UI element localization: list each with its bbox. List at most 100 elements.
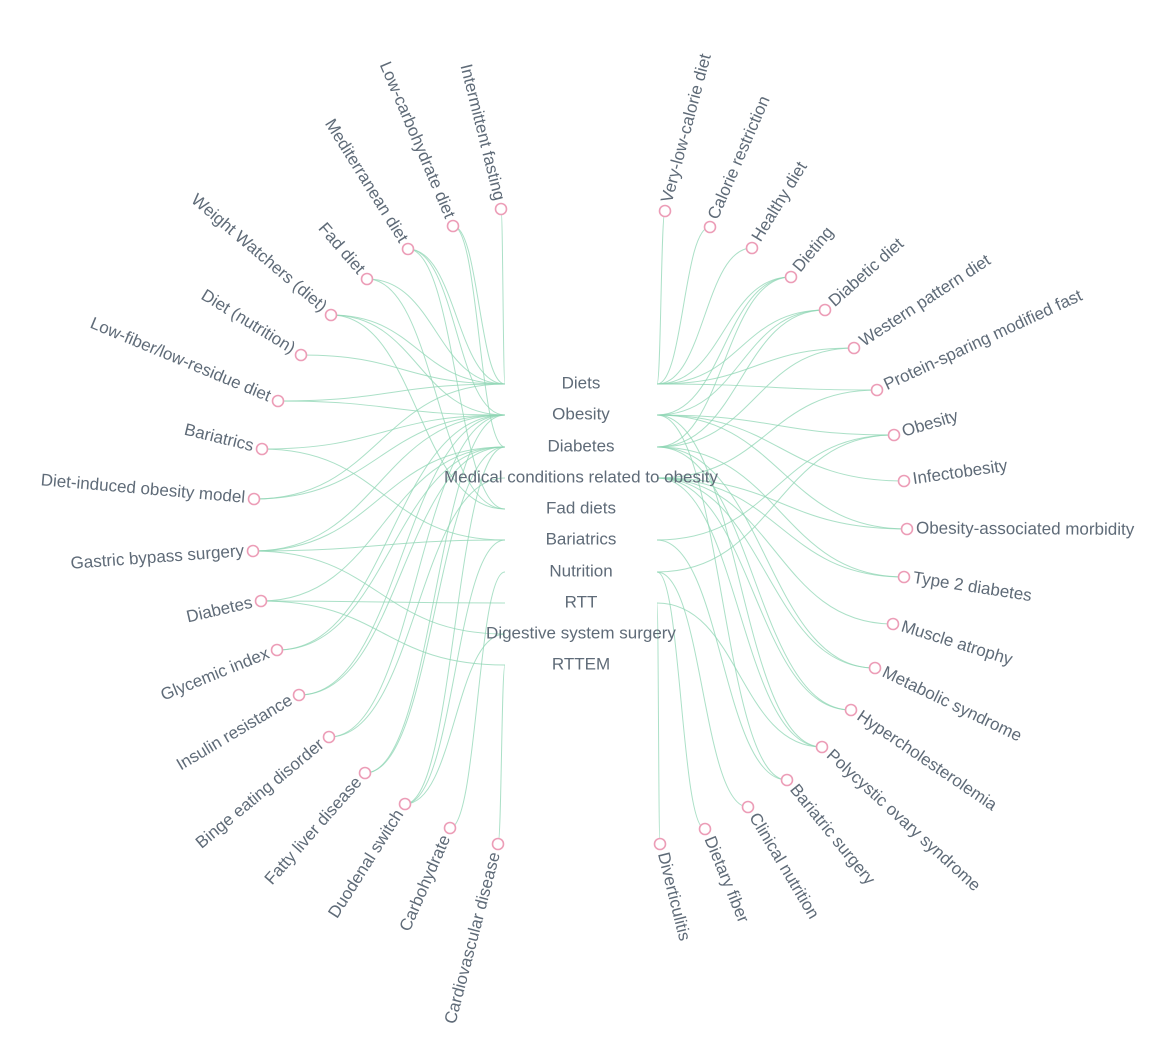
- node-circle[interactable]: [745, 241, 759, 255]
- node-circle[interactable]: [653, 837, 667, 851]
- link-line: [656, 276, 792, 385]
- node-label: Obesity: [900, 406, 961, 441]
- link-line: [656, 571, 749, 808]
- link-line: [252, 539, 506, 552]
- node-label: Dieting: [789, 223, 838, 276]
- node-right-9[interactable]: Obesity-associated morbidity: [900, 519, 1135, 539]
- node-circle[interactable]: [254, 594, 268, 608]
- node-circle[interactable]: [887, 428, 901, 442]
- link-line: [452, 225, 506, 448]
- node-circle[interactable]: [818, 303, 832, 317]
- node-circle[interactable]: [897, 474, 911, 488]
- node-circle[interactable]: [292, 688, 306, 702]
- node-left-9[interactable]: Gastric bypass surgery: [70, 541, 260, 573]
- node-circle[interactable]: [360, 272, 374, 286]
- node-left-16[interactable]: Carbohydrate: [396, 821, 457, 935]
- node-left-5[interactable]: Diet (nutrition): [198, 285, 308, 362]
- node-circle[interactable]: [698, 822, 712, 836]
- node-label: Infectobesity: [911, 456, 1009, 488]
- node-circle[interactable]: [494, 202, 508, 216]
- links-layer: [252, 208, 908, 845]
- node-right-10[interactable]: Type 2 diabetes: [897, 568, 1034, 605]
- node-left-17[interactable]: Cardiovascular disease: [441, 837, 505, 1026]
- node-right-18[interactable]: Diverticulitis: [653, 837, 694, 943]
- node-right-14[interactable]: Polycystic ovary syndrome: [815, 740, 985, 896]
- link-line: [330, 314, 506, 416]
- node-label: Intermittent fasting: [456, 62, 509, 202]
- node-circle[interactable]: [255, 442, 269, 456]
- link-line: [656, 210, 666, 385]
- node-circle[interactable]: [294, 348, 308, 362]
- node-circle[interactable]: [847, 341, 861, 355]
- node-circle[interactable]: [324, 308, 338, 322]
- node-circle[interactable]: [446, 219, 460, 233]
- link-line: [364, 446, 506, 774]
- node-left-7[interactable]: Bariatrics: [182, 420, 269, 456]
- node-label: Muscle atrophy: [899, 617, 1015, 670]
- node-circle[interactable]: [780, 773, 794, 787]
- link-line: [404, 633, 506, 805]
- node-circle[interactable]: [401, 242, 415, 256]
- node-circle[interactable]: [271, 394, 285, 408]
- node-right-11[interactable]: Muscle atrophy: [886, 617, 1016, 670]
- node-circle[interactable]: [870, 383, 884, 397]
- hub-layer: Diets Obesity Diabetes Medical conditions r…: [444, 373, 719, 673]
- node-right-4[interactable]: Diabetic diet: [818, 234, 908, 317]
- node-left-8[interactable]: Diet-induced obesity model: [40, 470, 261, 507]
- node-label: Type 2 diabetes: [912, 568, 1034, 605]
- link-line: [366, 278, 506, 385]
- node-right-3[interactable]: Dieting: [784, 223, 838, 284]
- node-right-8[interactable]: Infectobesity: [897, 456, 1010, 488]
- node-circle[interactable]: [246, 544, 260, 558]
- link-line: [656, 347, 855, 385]
- hub-label: Bariatrics: [546, 529, 617, 548]
- node-right-0[interactable]: Very-low-calorie diet: [657, 51, 715, 218]
- hub-label: Fad diets: [546, 498, 616, 517]
- link-line: [404, 446, 506, 805]
- node-circle[interactable]: [358, 766, 372, 780]
- node-left-10[interactable]: Diabetes: [184, 593, 268, 627]
- link-line: [656, 602, 823, 748]
- node-left-0[interactable]: Intermittent fasting: [456, 62, 509, 216]
- node-label: Diet-induced obesity model: [40, 470, 246, 506]
- node-circle[interactable]: [658, 204, 672, 218]
- node-circle[interactable]: [815, 740, 829, 754]
- node-circle[interactable]: [247, 492, 261, 506]
- node-label: Polycystic ovary syndrome: [823, 745, 984, 895]
- node-label: Insulin resistance: [173, 691, 296, 775]
- link-line: [656, 539, 788, 781]
- node-circle[interactable]: [398, 797, 412, 811]
- node-circle[interactable]: [784, 270, 798, 284]
- node-circle[interactable]: [886, 617, 900, 631]
- link-line: [252, 550, 506, 635]
- node-circle[interactable]: [741, 800, 755, 814]
- hub-label: Diabetes: [547, 436, 614, 455]
- node-left-3[interactable]: Fad diet: [315, 219, 374, 286]
- link-line: [656, 276, 792, 416]
- node-right-7[interactable]: Obesity: [887, 406, 961, 442]
- link-line: [277, 383, 506, 402]
- node-circle[interactable]: [491, 837, 505, 851]
- node-circle[interactable]: [844, 703, 858, 717]
- link-line: [656, 434, 895, 541]
- link-line: [252, 414, 506, 552]
- node-circle[interactable]: [868, 661, 882, 675]
- node-label: Healthy diet: [748, 158, 811, 245]
- node-circle[interactable]: [900, 522, 914, 536]
- link-line: [404, 539, 506, 805]
- link-line: [656, 414, 823, 748]
- node-right-2[interactable]: Healthy diet: [745, 158, 811, 255]
- link-line: [656, 347, 855, 448]
- node-label: Diabetes: [184, 593, 254, 627]
- node-right-17[interactable]: Dietary fiber: [698, 822, 754, 926]
- node-circle[interactable]: [270, 643, 284, 657]
- node-left-11[interactable]: Glycemic index: [158, 643, 284, 704]
- node-circle[interactable]: [322, 730, 336, 744]
- node-label: Gastric bypass surgery: [70, 541, 245, 573]
- node-circle[interactable]: [443, 821, 457, 835]
- node-circle[interactable]: [897, 570, 911, 584]
- link-line: [407, 248, 506, 385]
- link-line: [276, 446, 506, 651]
- node-circle[interactable]: [703, 220, 717, 234]
